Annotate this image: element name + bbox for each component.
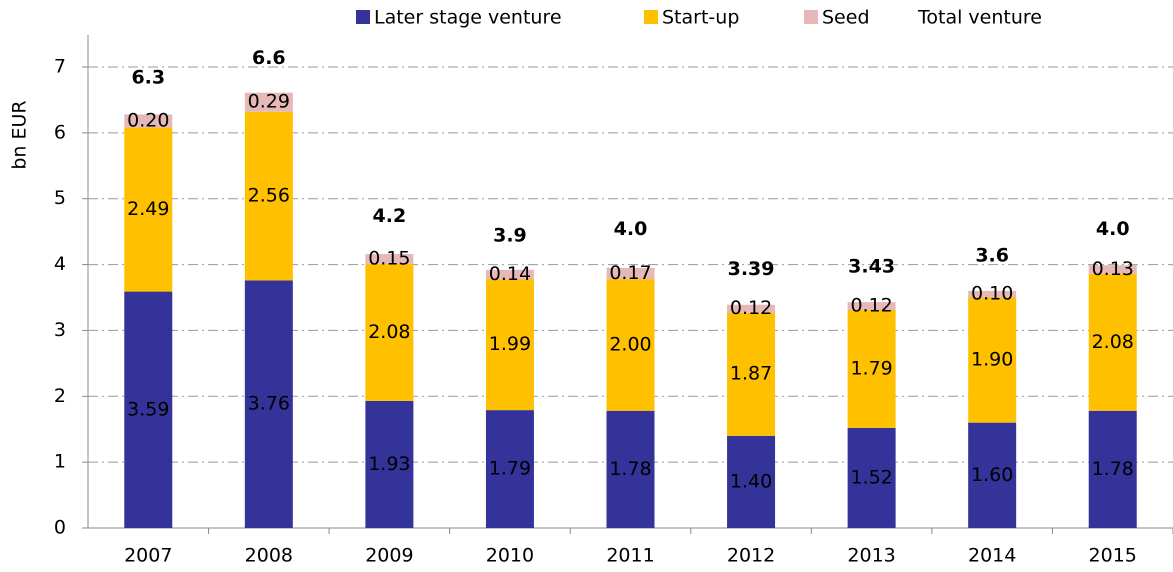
x-tick-label: 2014 — [968, 545, 1016, 567]
bar-segment — [727, 304, 776, 313]
bar-segment — [365, 400, 414, 528]
bar-segment — [1088, 273, 1137, 411]
bar-segment — [124, 291, 173, 528]
total-label: 3.6 — [975, 244, 1009, 266]
legend-label: Later stage venture — [374, 7, 562, 29]
x-tick-label: 2011 — [606, 545, 654, 567]
x-tick-label: 2009 — [365, 545, 413, 567]
data-label: 0.17 — [609, 262, 651, 284]
data-label: 0.15 — [368, 247, 410, 269]
x-tick-label: 2013 — [847, 545, 895, 567]
y-tick-label: 0 — [54, 517, 66, 539]
bar-segment — [606, 410, 655, 528]
legend-label: Seed — [822, 7, 870, 29]
data-label: 1.87 — [730, 363, 772, 385]
data-label: 0.14 — [489, 263, 531, 285]
y-tick-label: 5 — [54, 187, 66, 209]
data-label: 1.40 — [730, 470, 772, 492]
bar-segment — [485, 410, 534, 528]
total-label: 3.43 — [848, 256, 895, 278]
bar-segment — [244, 111, 293, 281]
total-label: 6.6 — [252, 47, 286, 69]
data-label: 2.56 — [248, 185, 290, 207]
x-tick-label: 2008 — [245, 545, 293, 567]
bar-segment — [968, 297, 1017, 423]
x-tick-label: 2010 — [486, 545, 534, 567]
data-label: 1.60 — [971, 464, 1013, 486]
y-tick-label: 6 — [54, 121, 66, 143]
total-label: 4.0 — [614, 218, 648, 240]
x-tick-label: 2007 — [124, 545, 172, 567]
y-tick-label: 4 — [54, 253, 66, 275]
data-label: 3.59 — [127, 398, 169, 420]
bar-segment — [847, 302, 896, 311]
bar-segment — [485, 279, 534, 411]
data-label: 1.79 — [850, 357, 892, 379]
data-label: 0.29 — [248, 91, 290, 113]
bar-segment — [968, 422, 1017, 528]
legend-label: Start-up — [662, 7, 739, 29]
total-label: 3.39 — [728, 258, 775, 280]
data-label: 1.78 — [609, 458, 651, 480]
data-label: 1.79 — [489, 458, 531, 480]
bar-segment — [847, 427, 896, 528]
data-label: 0.10 — [971, 283, 1013, 305]
legend-swatch — [804, 10, 818, 24]
total-label: 3.9 — [493, 225, 527, 247]
data-label: 0.13 — [1092, 258, 1134, 280]
data-label: 0.20 — [127, 110, 169, 132]
total-label: 4.2 — [373, 205, 407, 227]
bar-segment — [1088, 410, 1137, 528]
bar-segment — [244, 280, 293, 528]
bar-segment — [606, 267, 655, 280]
y-tick-label: 3 — [54, 319, 66, 341]
y-axis-label: bn EUR — [9, 100, 31, 169]
data-label: 2.00 — [609, 333, 651, 355]
bar-segment — [365, 254, 414, 264]
bar-segment — [727, 312, 776, 436]
total-label: 6.3 — [131, 67, 165, 89]
x-tick-label: 2012 — [727, 545, 775, 567]
bar-segment — [365, 263, 414, 401]
bar-segment — [244, 92, 293, 112]
data-label: 1.90 — [971, 349, 1013, 371]
legend-swatch — [356, 10, 370, 24]
bar-segment — [485, 269, 534, 280]
data-label: 1.78 — [1092, 458, 1134, 480]
bar-segment — [968, 290, 1017, 298]
y-tick-label: 1 — [54, 451, 66, 473]
legend-swatch — [644, 10, 658, 24]
data-label: 0.12 — [850, 295, 892, 317]
bar-segment — [124, 127, 173, 292]
data-label: 2.08 — [368, 321, 410, 343]
y-tick-label: 2 — [54, 385, 66, 407]
legend-label: Total venture — [917, 7, 1042, 29]
total-label: 4.0 — [1096, 218, 1130, 240]
data-label: 3.76 — [248, 393, 290, 415]
y-tick-label: 7 — [54, 56, 66, 78]
bar-segment — [124, 114, 173, 128]
data-label: 1.52 — [850, 466, 892, 488]
bar-segment — [847, 310, 896, 428]
data-label: 1.99 — [489, 333, 531, 355]
data-label: 0.12 — [730, 297, 772, 319]
bar-segment — [606, 279, 655, 411]
x-tick-label: 2015 — [1089, 545, 1137, 567]
data-label: 2.08 — [1092, 331, 1134, 353]
bar-segment — [1088, 265, 1137, 274]
data-label: 1.93 — [368, 453, 410, 475]
bar-segment — [727, 435, 776, 528]
data-label: 2.49 — [127, 198, 169, 220]
